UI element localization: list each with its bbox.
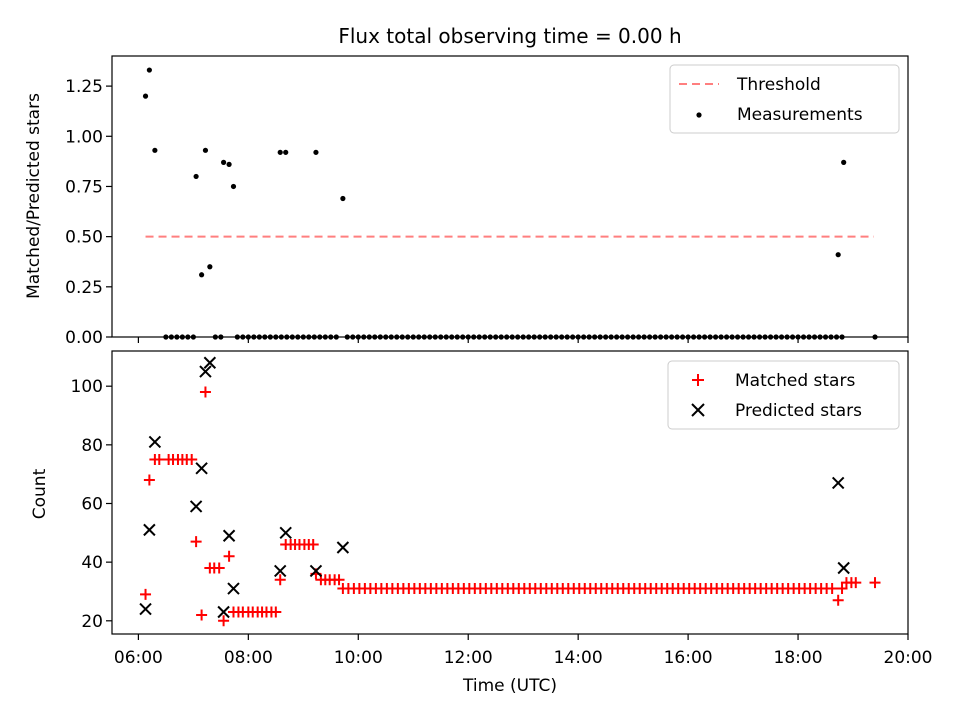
matched-point	[153, 454, 165, 466]
measurement-point	[230, 183, 237, 190]
matched-point	[196, 609, 208, 621]
ratio-panel-frame	[111, 55, 909, 338]
count-y-tick-label: 20	[81, 612, 103, 632]
matched-point	[333, 574, 345, 586]
x-tick-label: 06:00	[114, 648, 163, 668]
predicted-point	[309, 564, 323, 578]
measurement-point	[340, 195, 346, 202]
x-tick-label: 14:00	[554, 648, 603, 668]
matched-point	[274, 574, 286, 586]
matched-point	[190, 536, 202, 548]
count-panel-frame	[111, 350, 909, 635]
matched-point	[199, 386, 211, 398]
measurements-legend-swatch	[696, 112, 702, 118]
measurement-point	[199, 272, 205, 278]
matched-point	[869, 577, 881, 589]
x-tick-label: 12:00	[444, 648, 493, 668]
count-y-ticks: 20 40 60 80 100	[71, 377, 112, 632]
matched-point	[218, 615, 230, 627]
x-tick-label: 20:00	[884, 648, 933, 668]
measurement-point	[220, 159, 227, 165]
measurement-point	[142, 93, 149, 99]
matched-point	[223, 550, 235, 562]
measurements-legend-label: Measurements	[737, 105, 863, 125]
ratio-y-tick-label: 0.50	[65, 228, 103, 248]
matched-point	[826, 583, 838, 595]
predicted-point	[336, 541, 350, 554]
matched-legend-label: Matched stars	[735, 371, 855, 391]
measurement-point	[226, 161, 232, 167]
measurement-point	[207, 264, 213, 270]
ratio-y-tick-label: 0.75	[65, 177, 103, 197]
matched-point	[307, 539, 319, 551]
x-tick-label: 08:00	[224, 648, 273, 668]
predicted-point	[279, 526, 292, 540]
matched-point	[140, 588, 152, 600]
count-panel: 20 40 60 80 100 06:00 08:00 10:00 12:00 14:00 16:…	[30, 350, 933, 696]
measurement-point	[152, 147, 158, 153]
ratio-y-tick-label: 0.00	[65, 328, 103, 348]
measurement-point	[313, 149, 319, 155]
threshold-legend-label: Threshold	[736, 75, 821, 95]
ratio-y-tick-label: 0.25	[65, 278, 103, 298]
count-y-tick-label: 100	[71, 377, 103, 397]
matched-point	[143, 474, 155, 486]
ratio-y-tick-label: 1.25	[65, 77, 103, 97]
matched-point	[850, 577, 862, 589]
predicted-point	[195, 462, 208, 475]
ratio-y-ticks: 0.00 0.25 0.50 0.75 1.00 1.25	[65, 77, 112, 348]
predicted-point	[274, 564, 287, 578]
count-y-axis-label: Count	[30, 468, 50, 519]
x-axis-label: Time (UTC)	[462, 676, 557, 696]
ratio-y-tick-label: 1.00	[65, 127, 103, 147]
measurement-point	[277, 149, 283, 155]
matched-point	[832, 594, 844, 606]
matched-point	[270, 606, 282, 618]
predicted-point	[217, 605, 230, 619]
predicted-point	[139, 602, 152, 616]
measurement-point	[193, 173, 199, 180]
predicted-point	[143, 523, 156, 537]
predicted-point	[227, 582, 240, 595]
x-tick-label: 10:00	[334, 648, 383, 668]
predicted-legend-swatch	[691, 403, 705, 417]
predicted-legend-label: Predicted stars	[735, 401, 862, 421]
count-x-ticks: 06:00 08:00 10:00 12:00 14:00 16:00 18:00 20:00	[114, 634, 933, 668]
count-y-tick-label: 60	[81, 494, 103, 514]
count-legend-box	[667, 360, 900, 430]
matched-point	[213, 562, 225, 574]
ratio-panel: 0.00 0.25 0.50 0.75 1.00 1.25 Matched/Predict…	[24, 55, 909, 348]
measurement-point	[841, 159, 847, 165]
predicted-point	[189, 500, 203, 513]
x-tick-label: 16:00	[664, 648, 713, 668]
measurement-point	[146, 67, 152, 73]
measurement-point	[835, 252, 841, 258]
ratio-legend: Threshold Measurements	[669, 64, 900, 134]
matched-legend-swatch	[692, 374, 704, 386]
count-y-tick-label: 80	[81, 436, 103, 456]
matched-point	[186, 454, 198, 466]
ratio-legend-box	[669, 64, 900, 134]
x-tick-label: 18:00	[774, 648, 823, 668]
count-y-tick-label: 40	[81, 553, 103, 573]
count-data	[139, 356, 881, 627]
predicted-point	[199, 365, 212, 378]
predicted-point	[222, 529, 236, 542]
predicted-point	[831, 476, 845, 490]
ratio-y-axis-label: Matched/Predicted stars	[24, 93, 44, 299]
predicted-point	[203, 356, 217, 369]
measurement-point	[283, 149, 289, 155]
predicted-point	[837, 561, 850, 575]
chart-title: Flux total observing time = 0.00 h	[338, 24, 681, 48]
predicted-point	[148, 435, 162, 449]
matched-point	[836, 583, 848, 595]
measurement-point	[202, 147, 209, 153]
count-legend: Matched stars Predicted stars	[667, 360, 900, 430]
